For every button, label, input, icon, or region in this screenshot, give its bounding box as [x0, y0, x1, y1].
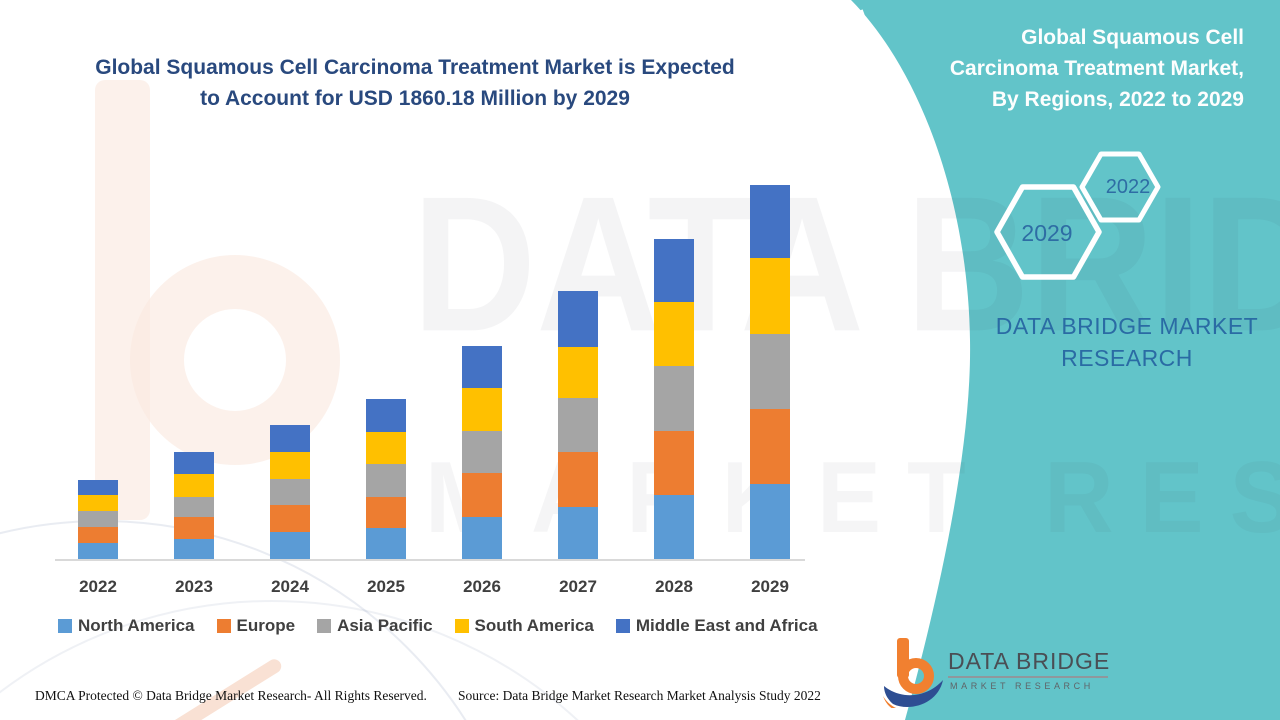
watermark-logo-b-stem [95, 80, 150, 520]
legend-marker [615, 619, 630, 633]
bar-segment-asia-pacific [78, 511, 118, 527]
bar-segment-middle-east-and-africa [654, 239, 694, 302]
x-axis-label-2022: 2022 [79, 577, 117, 596]
bar-2029 [750, 185, 790, 560]
bar-segment-middle-east-and-africa [270, 425, 310, 452]
x-axis-label-2025: 2025 [367, 577, 405, 596]
bar-segment-europe [366, 497, 406, 529]
legend-label: Europe [236, 616, 296, 635]
bar-2026 [462, 346, 502, 560]
x-axis-label-2029: 2029 [751, 577, 789, 596]
bar-segment-north-america [174, 539, 214, 560]
bar-segment-north-america [558, 506, 598, 560]
bar-2025 [366, 399, 406, 561]
watermark-text-data-bridge: DATA BRIDGE [412, 156, 1280, 372]
bar-segment-asia-pacific [174, 496, 214, 517]
data-bridge-logo-name: DATA BRIDGE [948, 648, 1111, 674]
legend-marker [216, 619, 231, 633]
side-panel-heading-line2: Carcinoma Treatment Market, [949, 57, 1244, 80]
bar-segment-asia-pacific [462, 431, 502, 474]
bar-segment-north-america [750, 483, 790, 560]
legend-item-asia-pacific: Asia Pacific [317, 616, 433, 636]
bar-segment-asia-pacific [750, 333, 790, 409]
side-panel-heading: Global Squamous Cell Carcinoma Treatment… [860, 22, 1244, 115]
legend-label: North America [78, 616, 195, 635]
chart-legend: North America Europe Asia Pacific South Ame… [58, 616, 818, 636]
bar-segment-asia-pacific [366, 463, 406, 498]
bar-2028 [654, 239, 694, 560]
legend-label: Asia Pacific [337, 616, 433, 635]
bar-2024 [270, 425, 310, 560]
footer-dmca-text: DMCA Protected © Data Bridge Market Rese… [35, 688, 427, 703]
bar-segment-south-america [270, 451, 310, 479]
footer-source-text: Source: Data Bridge Market Research Mark… [458, 688, 821, 703]
legend-item-europe: Europe [216, 616, 296, 636]
bar-segment-south-america [174, 473, 214, 497]
bar-segment-middle-east-and-africa [558, 291, 598, 347]
x-axis-label-2028: 2028 [655, 577, 693, 596]
bar-segment-middle-east-and-africa [366, 399, 406, 432]
bar-segment-south-america [78, 495, 118, 511]
bar-segment-europe [78, 526, 118, 544]
legend-item-middle-east-and-africa: Middle East and Africa [615, 616, 818, 636]
bar-2022 [78, 480, 118, 560]
legend-marker [317, 619, 332, 633]
x-axis-label-2026: 2026 [463, 577, 501, 596]
bar-segment-north-america [654, 494, 694, 560]
hexagon-2029 [994, 184, 1102, 280]
headline-line2: to Account for USD 1860.18 Million by 20… [200, 87, 630, 110]
x-axis-label-2023: 2023 [175, 577, 213, 596]
bar-segment-europe [558, 451, 598, 507]
year-hexagons [994, 151, 1161, 280]
side-panel-brand-caption: DATA BRIDGE MARKET RESEARCH [995, 313, 1259, 371]
bar-segment-europe [750, 408, 790, 484]
hexagon-2022-label: 2022 [1105, 176, 1151, 198]
bar-segment-europe [654, 431, 694, 495]
legend-label: Middle East and Africa [635, 616, 818, 635]
bar-segment-south-america [462, 388, 502, 432]
bar-segment-middle-east-and-africa [174, 452, 214, 474]
bar-segment-middle-east-and-africa [78, 480, 118, 496]
legend-marker [454, 619, 469, 633]
x-axis-label-2027: 2027 [559, 577, 597, 596]
bar-segment-north-america [366, 528, 406, 561]
bar-segment-middle-east-and-africa [750, 185, 790, 258]
chart-headline: Global Squamous Cell Carcinoma Treatment… [20, 52, 810, 114]
bar-segment-europe [462, 473, 502, 517]
bar-segment-asia-pacific [270, 478, 310, 505]
side-panel-diagonal-accent [859, 9, 911, 143]
bar-segment-europe [270, 504, 310, 532]
bar-segment-south-america [366, 431, 406, 464]
bar-segment-north-america [78, 543, 118, 560]
bar-segment-north-america [462, 516, 502, 560]
legend-item-north-america: North America [58, 616, 195, 636]
legend-item-south-america: South America [454, 616, 594, 636]
bar-segment-middle-east-and-africa [462, 346, 502, 389]
data-bridge-logo-icon [883, 638, 943, 708]
bar-segment-europe [174, 516, 214, 540]
bar-segment-asia-pacific [654, 365, 694, 432]
bar-segment-south-america [654, 301, 694, 366]
bar-2023 [174, 452, 214, 560]
legend-label: South America [474, 616, 594, 635]
bar-segment-north-america [270, 531, 310, 560]
bar-segment-south-america [558, 347, 598, 398]
side-panel-heading-line1: Global Squamous Cell [1021, 26, 1244, 49]
hexagon-2022 [1079, 151, 1161, 223]
bar-2027 [558, 291, 598, 560]
side-panel-heading-line3: By Regions, 2022 to 2029 [991, 88, 1244, 111]
bar-segment-south-america [750, 257, 790, 334]
headline-line1: Global Squamous Cell Carcinoma Treatment… [95, 56, 735, 79]
x-axis-label-2024: 2024 [271, 577, 309, 596]
side-panel-shape [851, 0, 1280, 720]
hexagon-2029-label: 2029 [1021, 220, 1073, 246]
legend-marker [58, 619, 72, 633]
bar-segment-asia-pacific [558, 398, 598, 452]
data-bridge-logo-divider [948, 676, 1108, 678]
data-bridge-logo-tagline: MARKET RESEARCH [950, 681, 1094, 691]
x-axis-line [55, 559, 805, 561]
